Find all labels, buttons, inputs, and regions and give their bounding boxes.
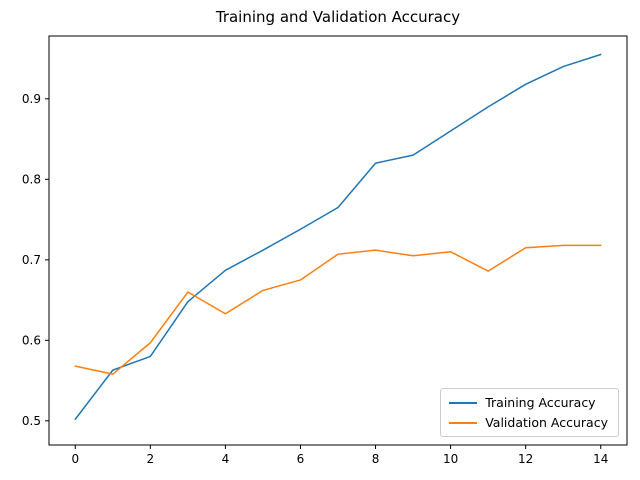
x-tick-label: 12 [518, 452, 533, 466]
x-tick-label: 0 [71, 452, 79, 466]
axes-spines [48, 35, 628, 446]
series-line-training-accuracy [74, 53, 602, 420]
x-tick-label: 6 [297, 452, 305, 466]
x-tick-label: 10 [443, 452, 458, 466]
y-tick-label: 0.9 [22, 92, 41, 106]
legend: Training Accuracy Validation Accuracy [440, 388, 619, 437]
y-tick-label: 0.6 [22, 333, 41, 347]
legend-line-swatch [449, 401, 478, 404]
x-tick-label: 8 [372, 452, 380, 466]
y-tick-label: 0.8 [22, 172, 41, 186]
series-line-validation-accuracy [74, 244, 602, 375]
y-tick-label: 0.5 [22, 414, 41, 428]
chart-title: Training and Validation Accuracy [215, 8, 461, 26]
x-tick-label: 2 [147, 452, 155, 466]
x-tick-label: 4 [222, 452, 230, 466]
x-tick-label: 14 [593, 452, 608, 466]
legend-label: Validation Accuracy [485, 415, 608, 430]
y-tick-label: 0.7 [22, 253, 41, 267]
legend-item: Validation Accuracy [449, 415, 608, 430]
legend-line-swatch [449, 421, 478, 424]
legend-label: Training Accuracy [485, 395, 596, 410]
legend-item: Training Accuracy [449, 395, 608, 410]
